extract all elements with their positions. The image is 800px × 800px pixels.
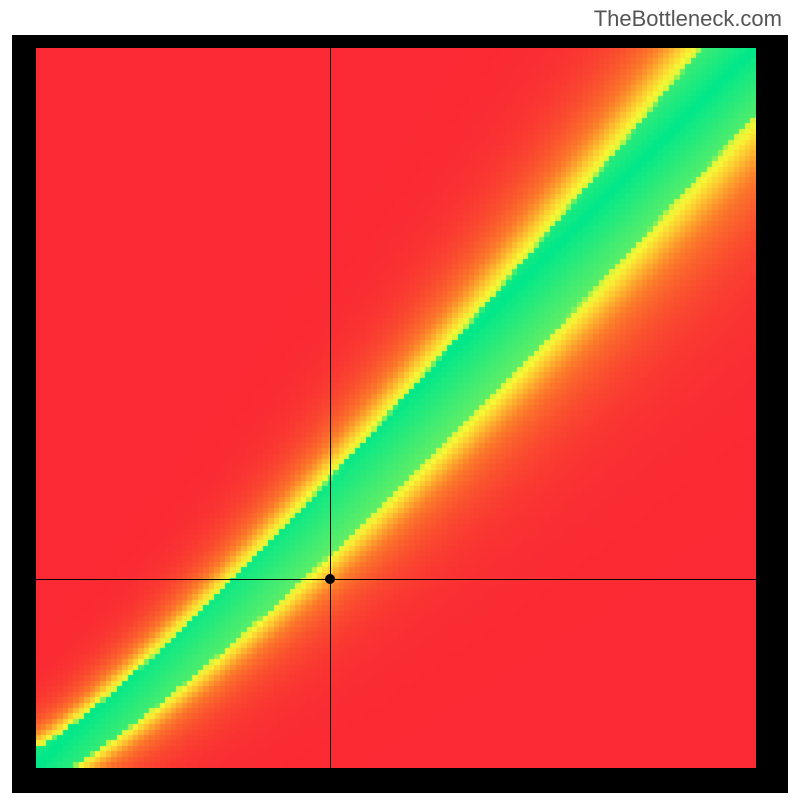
heatmap-plot-area bbox=[36, 48, 756, 768]
chart-container: TheBottleneck.com bbox=[0, 0, 800, 800]
crosshair-horizontal bbox=[36, 579, 756, 580]
watermark-text: TheBottleneck.com bbox=[594, 6, 782, 32]
crosshair-dot bbox=[325, 574, 335, 584]
crosshair-vertical bbox=[330, 48, 331, 768]
heatmap-canvas bbox=[36, 48, 756, 768]
